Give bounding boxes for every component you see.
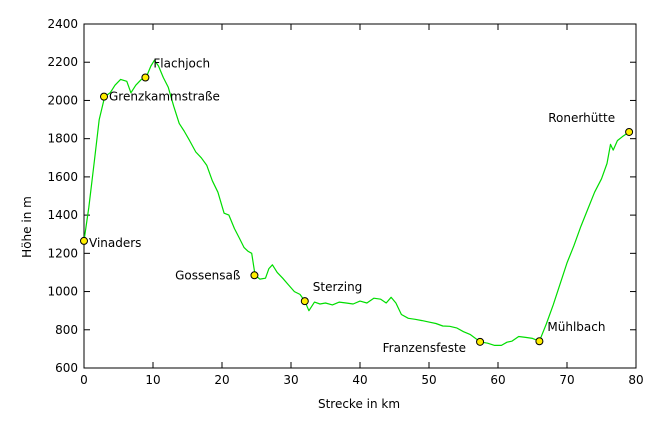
waypoint-marker [300, 297, 309, 306]
y-tick-label: 1800 [47, 132, 78, 146]
x-axis: 0 10 20 30 40 50 60 70 80 [80, 24, 644, 387]
x-tick-label: 30 [283, 373, 298, 387]
elevation-line [83, 59, 630, 346]
waypoint-marker [625, 127, 634, 136]
series-layer [83, 59, 630, 346]
waypoint-label: Mühlbach [547, 320, 605, 334]
waypoint-labels: Vinaders Grenzkammstraße Flachjoch Gossensa… [89, 57, 615, 355]
waypoint-markers [80, 73, 634, 346]
waypoint-marker [141, 73, 150, 82]
y-tick-label: 2400 [47, 17, 78, 31]
waypoint-label: Grenzkammstraße [109, 90, 220, 104]
x-tick-label: 20 [214, 373, 229, 387]
y-axis: 600 800 1000 1200 1400 1600 1800 2000 2200 2400 [47, 17, 636, 375]
y-tick-label: 2200 [47, 55, 78, 69]
waypoint-marker [80, 236, 88, 245]
x-tick-label: 0 [80, 373, 88, 387]
waypoint-marker [100, 92, 109, 101]
x-tick-label: 60 [490, 373, 505, 387]
waypoint-label: Sterzing [313, 280, 363, 294]
plot-border [83, 23, 637, 369]
x-tick-label: 10 [145, 373, 160, 387]
waypoint-label: Vinaders [89, 236, 141, 250]
x-tick-label: 80 [628, 373, 643, 387]
waypoint-label: Ronerhütte [548, 111, 615, 125]
y-tick-label: 1600 [47, 170, 78, 184]
waypoint-label: Franzensfeste [383, 341, 466, 355]
waypoint-marker [250, 271, 259, 280]
y-tick-label: 2000 [47, 93, 78, 107]
x-tick-label: 70 [559, 373, 574, 387]
waypoint-marker [535, 337, 544, 346]
y-tick-label: 600 [55, 361, 78, 375]
plot-area [83, 23, 637, 369]
waypoint-label: Gossensaß [175, 268, 241, 282]
y-tick-label: 1200 [47, 246, 78, 260]
waypoint-marker [476, 337, 485, 346]
y-tick-label: 1000 [47, 285, 78, 299]
x-tick-label: 50 [421, 373, 436, 387]
y-tick-label: 1400 [47, 208, 78, 222]
y-tick-label: 800 [55, 323, 78, 337]
x-tick-label: 40 [352, 373, 367, 387]
y-axis-label: Höhe in m [20, 196, 34, 258]
x-axis-label: Strecke in km [318, 397, 400, 411]
waypoint-label: Flachjoch [153, 57, 210, 71]
